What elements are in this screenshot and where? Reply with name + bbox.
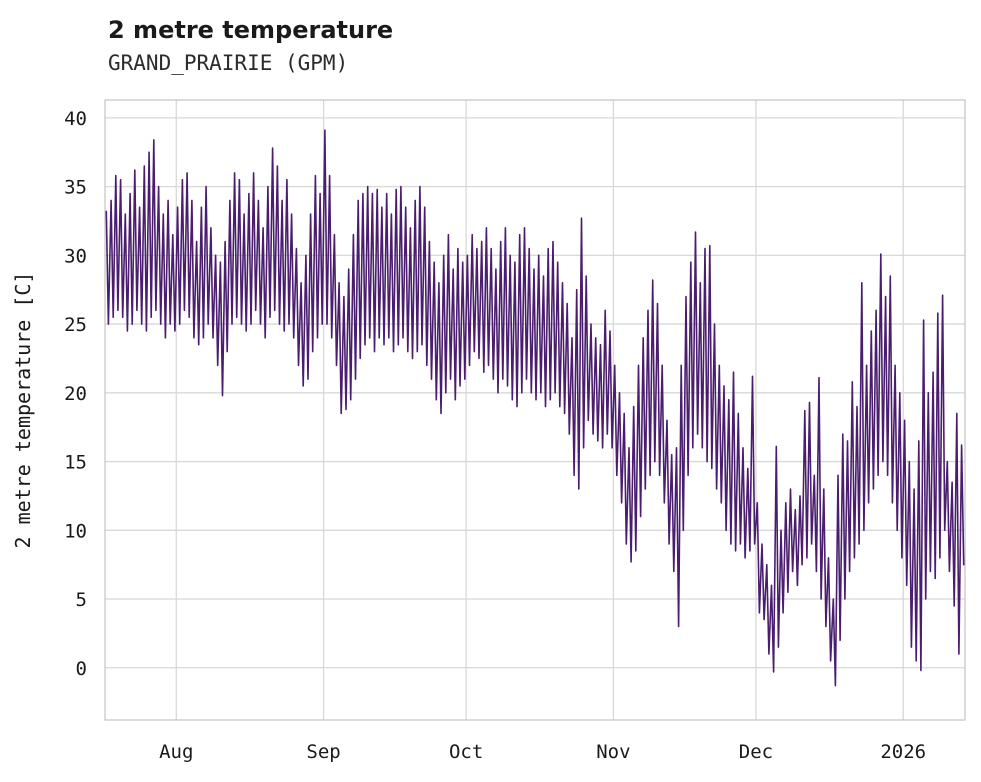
y-tick-label: 10 (64, 520, 87, 542)
y-tick-label: 5 (76, 589, 87, 611)
y-axis-label: 2 metre temperature [C] (11, 272, 35, 549)
y-tick-label: 0 (76, 658, 87, 680)
chart-title: 2 metre temperature (108, 16, 394, 44)
y-tick-label: 30 (64, 245, 87, 267)
chart-area: 0 5 10 15 20 25 30 35 40 Aug Sep Oct Nov Dec 2026 2 met… (0, 82, 981, 782)
x-tick-label: Oct (449, 741, 483, 763)
temperature-line-chart: 0 5 10 15 20 25 30 35 40 Aug Sep Oct Nov Dec 2026 2 met… (11, 99, 966, 763)
x-tick-label: Nov (596, 741, 630, 763)
x-tick-label: Dec (739, 741, 773, 763)
y-tick-label: 40 (64, 108, 87, 130)
y-tick-label: 25 (64, 314, 87, 336)
x-tick-label: Sep (306, 741, 340, 763)
temperature-series-line (105, 129, 965, 687)
x-tick-label: 2026 (880, 741, 926, 763)
chart-header: 2 metre temperature GRAND_PRAIRIE (GPM) (108, 16, 393, 75)
chart-subtitle: GRAND_PRAIRIE (GPM) (108, 50, 349, 75)
y-tick-label: 15 (64, 452, 87, 474)
y-tick-label: 20 (64, 383, 87, 405)
x-tick-label: Aug (159, 741, 193, 763)
y-tick-label: 35 (64, 177, 87, 199)
